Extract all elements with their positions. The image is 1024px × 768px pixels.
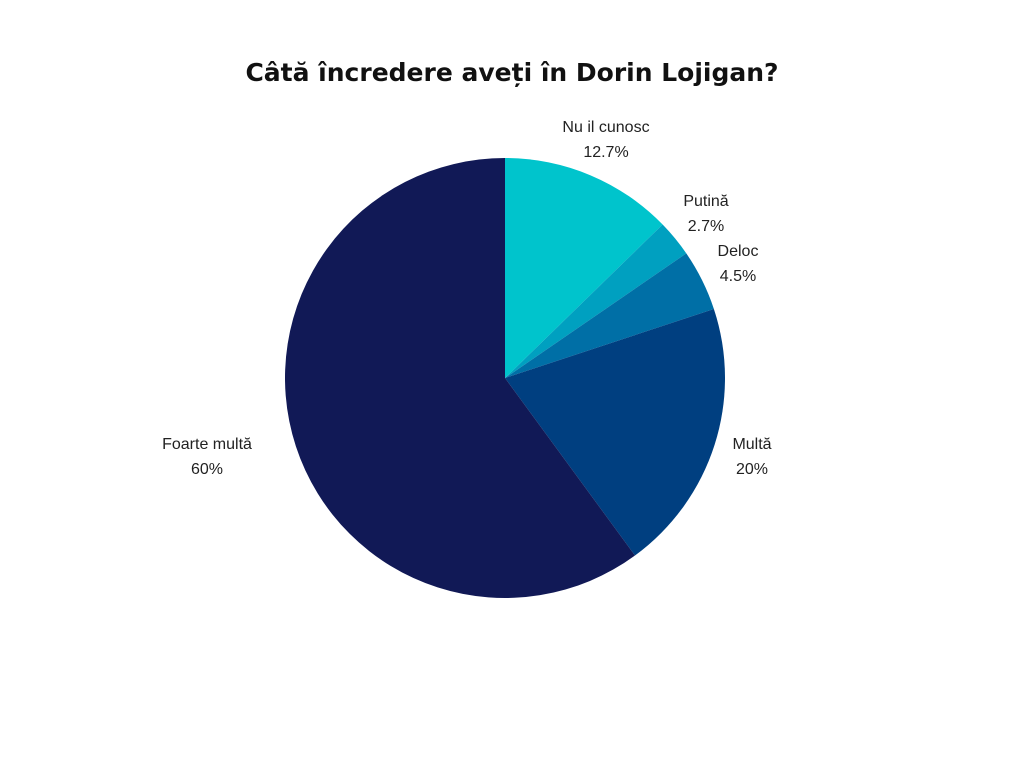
slice-label-name: Foarte multă bbox=[162, 436, 252, 453]
slice-label-name: Putină bbox=[683, 193, 728, 210]
slice-label-foarte-multa: Foarte multă 60% bbox=[162, 436, 252, 478]
slice-label-value: 4.5% bbox=[720, 268, 756, 285]
slice-label-nu-il-cunosc: Nu il cunosc 12.7% bbox=[562, 119, 649, 161]
slice-label-putina: Putină 2.7% bbox=[683, 193, 728, 235]
slice-label-multa: Multă 20% bbox=[732, 436, 771, 478]
pie-slice-deloc bbox=[505, 253, 714, 378]
slice-label-name: Nu il cunosc bbox=[562, 119, 649, 136]
slice-label-value: 12.7% bbox=[583, 144, 628, 161]
slice-label-value: 2.7% bbox=[688, 218, 724, 235]
pie-slice-nu-il-cunosc bbox=[505, 158, 663, 378]
slice-label-name: Deloc bbox=[718, 243, 759, 260]
slice-label-value: 60% bbox=[191, 461, 223, 478]
pie-labels: Nu il cunosc 12.7% Putină 2.7% Deloc 4.5% Mult… bbox=[162, 119, 772, 478]
pie-slices bbox=[284, 158, 725, 598]
pie-slice-foarte-multa bbox=[284, 158, 635, 598]
slice-label-name: Multă bbox=[732, 436, 771, 453]
slice-label-value: 20% bbox=[736, 461, 768, 478]
chart-title: Câtă încredere aveți în Dorin Lojigan? bbox=[245, 58, 779, 87]
pie-slice-putina bbox=[505, 224, 687, 378]
pie-slice-multa bbox=[505, 308, 725, 556]
slice-label-deloc: Deloc 4.5% bbox=[718, 243, 759, 285]
